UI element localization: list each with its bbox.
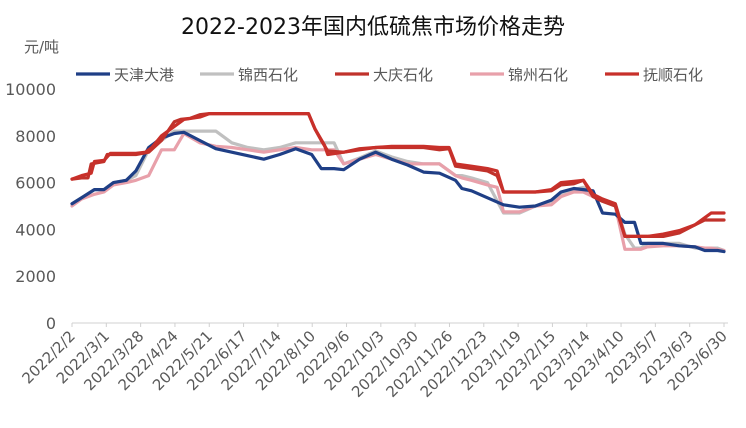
x-axis: 2022/2/22022/3/12022/3/282022/4/242022/5… [18, 323, 731, 401]
y-tick-label: 6000 [15, 174, 56, 193]
legend: 天津大港 锦西石化 大庆石化 锦州石化 抚顺石化 [76, 66, 703, 84]
y-tick-label: 8000 [15, 127, 56, 146]
y-tick-label: 0 [46, 314, 56, 333]
series-group [70, 112, 726, 254]
legend-label: 天津大港 [114, 66, 174, 84]
series-line-3 [70, 112, 726, 238]
series-line-4 [70, 131, 726, 253]
y-tick-label: 10000 [5, 80, 56, 99]
legend-label: 抚顺石化 [643, 66, 703, 84]
legend-label: 锦州石化 [508, 66, 568, 84]
series-line-1 [70, 130, 726, 254]
legend-label: 锦西石化 [238, 66, 298, 84]
y-tick-label: 4000 [15, 220, 56, 239]
y-axis-unit: 元/吨 [24, 38, 59, 56]
chart-title: 2022-2023年国内低硫焦市场价格走势 [181, 15, 565, 40]
series-line-5 [70, 112, 726, 238]
y-axis: 0 2000 4000 6000 8000 10000 [5, 80, 56, 333]
legend-label: 大庆石化 [373, 66, 433, 84]
y-tick-label: 2000 [15, 267, 56, 286]
